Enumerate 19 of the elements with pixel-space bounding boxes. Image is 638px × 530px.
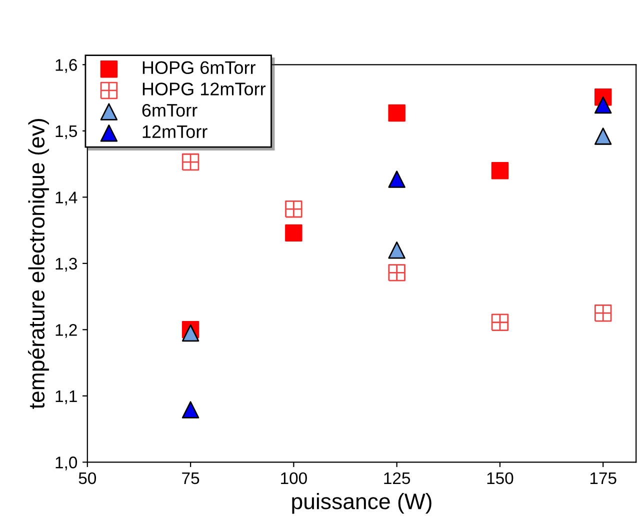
- y-tick-label: 1,2: [56, 324, 77, 338]
- y-axis-title: température electronique (ev): [28, 119, 49, 409]
- y-tick-label: 1,1: [56, 390, 77, 404]
- x-axis-title: puissance (W): [292, 492, 432, 514]
- x-tick-label: 75: [182, 472, 200, 484]
- y-tick-label: 1,0: [56, 456, 78, 470]
- y-tick-label: 1,3: [56, 258, 77, 272]
- x-tick-label: 175: [590, 472, 616, 484]
- x-tick-label: 50: [78, 472, 96, 484]
- x-tick-label: 100: [281, 472, 307, 484]
- legend-label: 6mTorr: [142, 104, 198, 117]
- legend-label: HOPG 12mTorr: [142, 82, 266, 96]
- y-tick-label: 1,4: [56, 192, 78, 206]
- y-tick-label: 1,5: [56, 125, 77, 140]
- x-tick-label: 125: [384, 472, 410, 484]
- legend-label: 12mTorr: [142, 125, 208, 138]
- legend-label: HOPG 6mTorr: [142, 61, 256, 74]
- y-tick-label: 1,6: [56, 59, 77, 73]
- x-tick-label: 150: [487, 472, 514, 484]
